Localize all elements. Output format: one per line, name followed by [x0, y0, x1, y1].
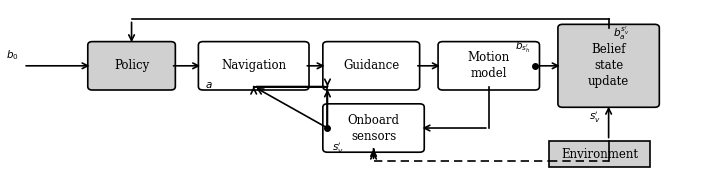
Text: Policy: Policy	[114, 59, 149, 72]
FancyBboxPatch shape	[88, 42, 175, 90]
Text: $b_a^{s_v^{\prime}}$: $b_a^{s_v^{\prime}}$	[613, 24, 629, 42]
Text: $a$: $a$	[205, 80, 212, 90]
Text: $b_0$: $b_0$	[6, 49, 19, 62]
Text: $s_v^{\prime}$: $s_v^{\prime}$	[332, 140, 344, 156]
FancyBboxPatch shape	[323, 42, 420, 90]
FancyBboxPatch shape	[558, 24, 660, 107]
Text: $b_{s_h^{\prime}}$: $b_{s_h^{\prime}}$	[515, 40, 530, 55]
Text: Motion
model: Motion model	[468, 51, 510, 80]
Text: Navigation: Navigation	[221, 59, 286, 72]
Text: Environment: Environment	[561, 148, 638, 161]
Text: $s_v^{\prime}$: $s_v^{\prime}$	[590, 109, 601, 125]
Text: Guidance: Guidance	[343, 59, 400, 72]
FancyBboxPatch shape	[323, 104, 424, 152]
FancyBboxPatch shape	[549, 141, 650, 167]
Text: Onboard
sensors: Onboard sensors	[348, 114, 400, 143]
Text: Belief
state
update: Belief state update	[588, 43, 629, 88]
FancyBboxPatch shape	[198, 42, 309, 90]
FancyBboxPatch shape	[438, 42, 540, 90]
